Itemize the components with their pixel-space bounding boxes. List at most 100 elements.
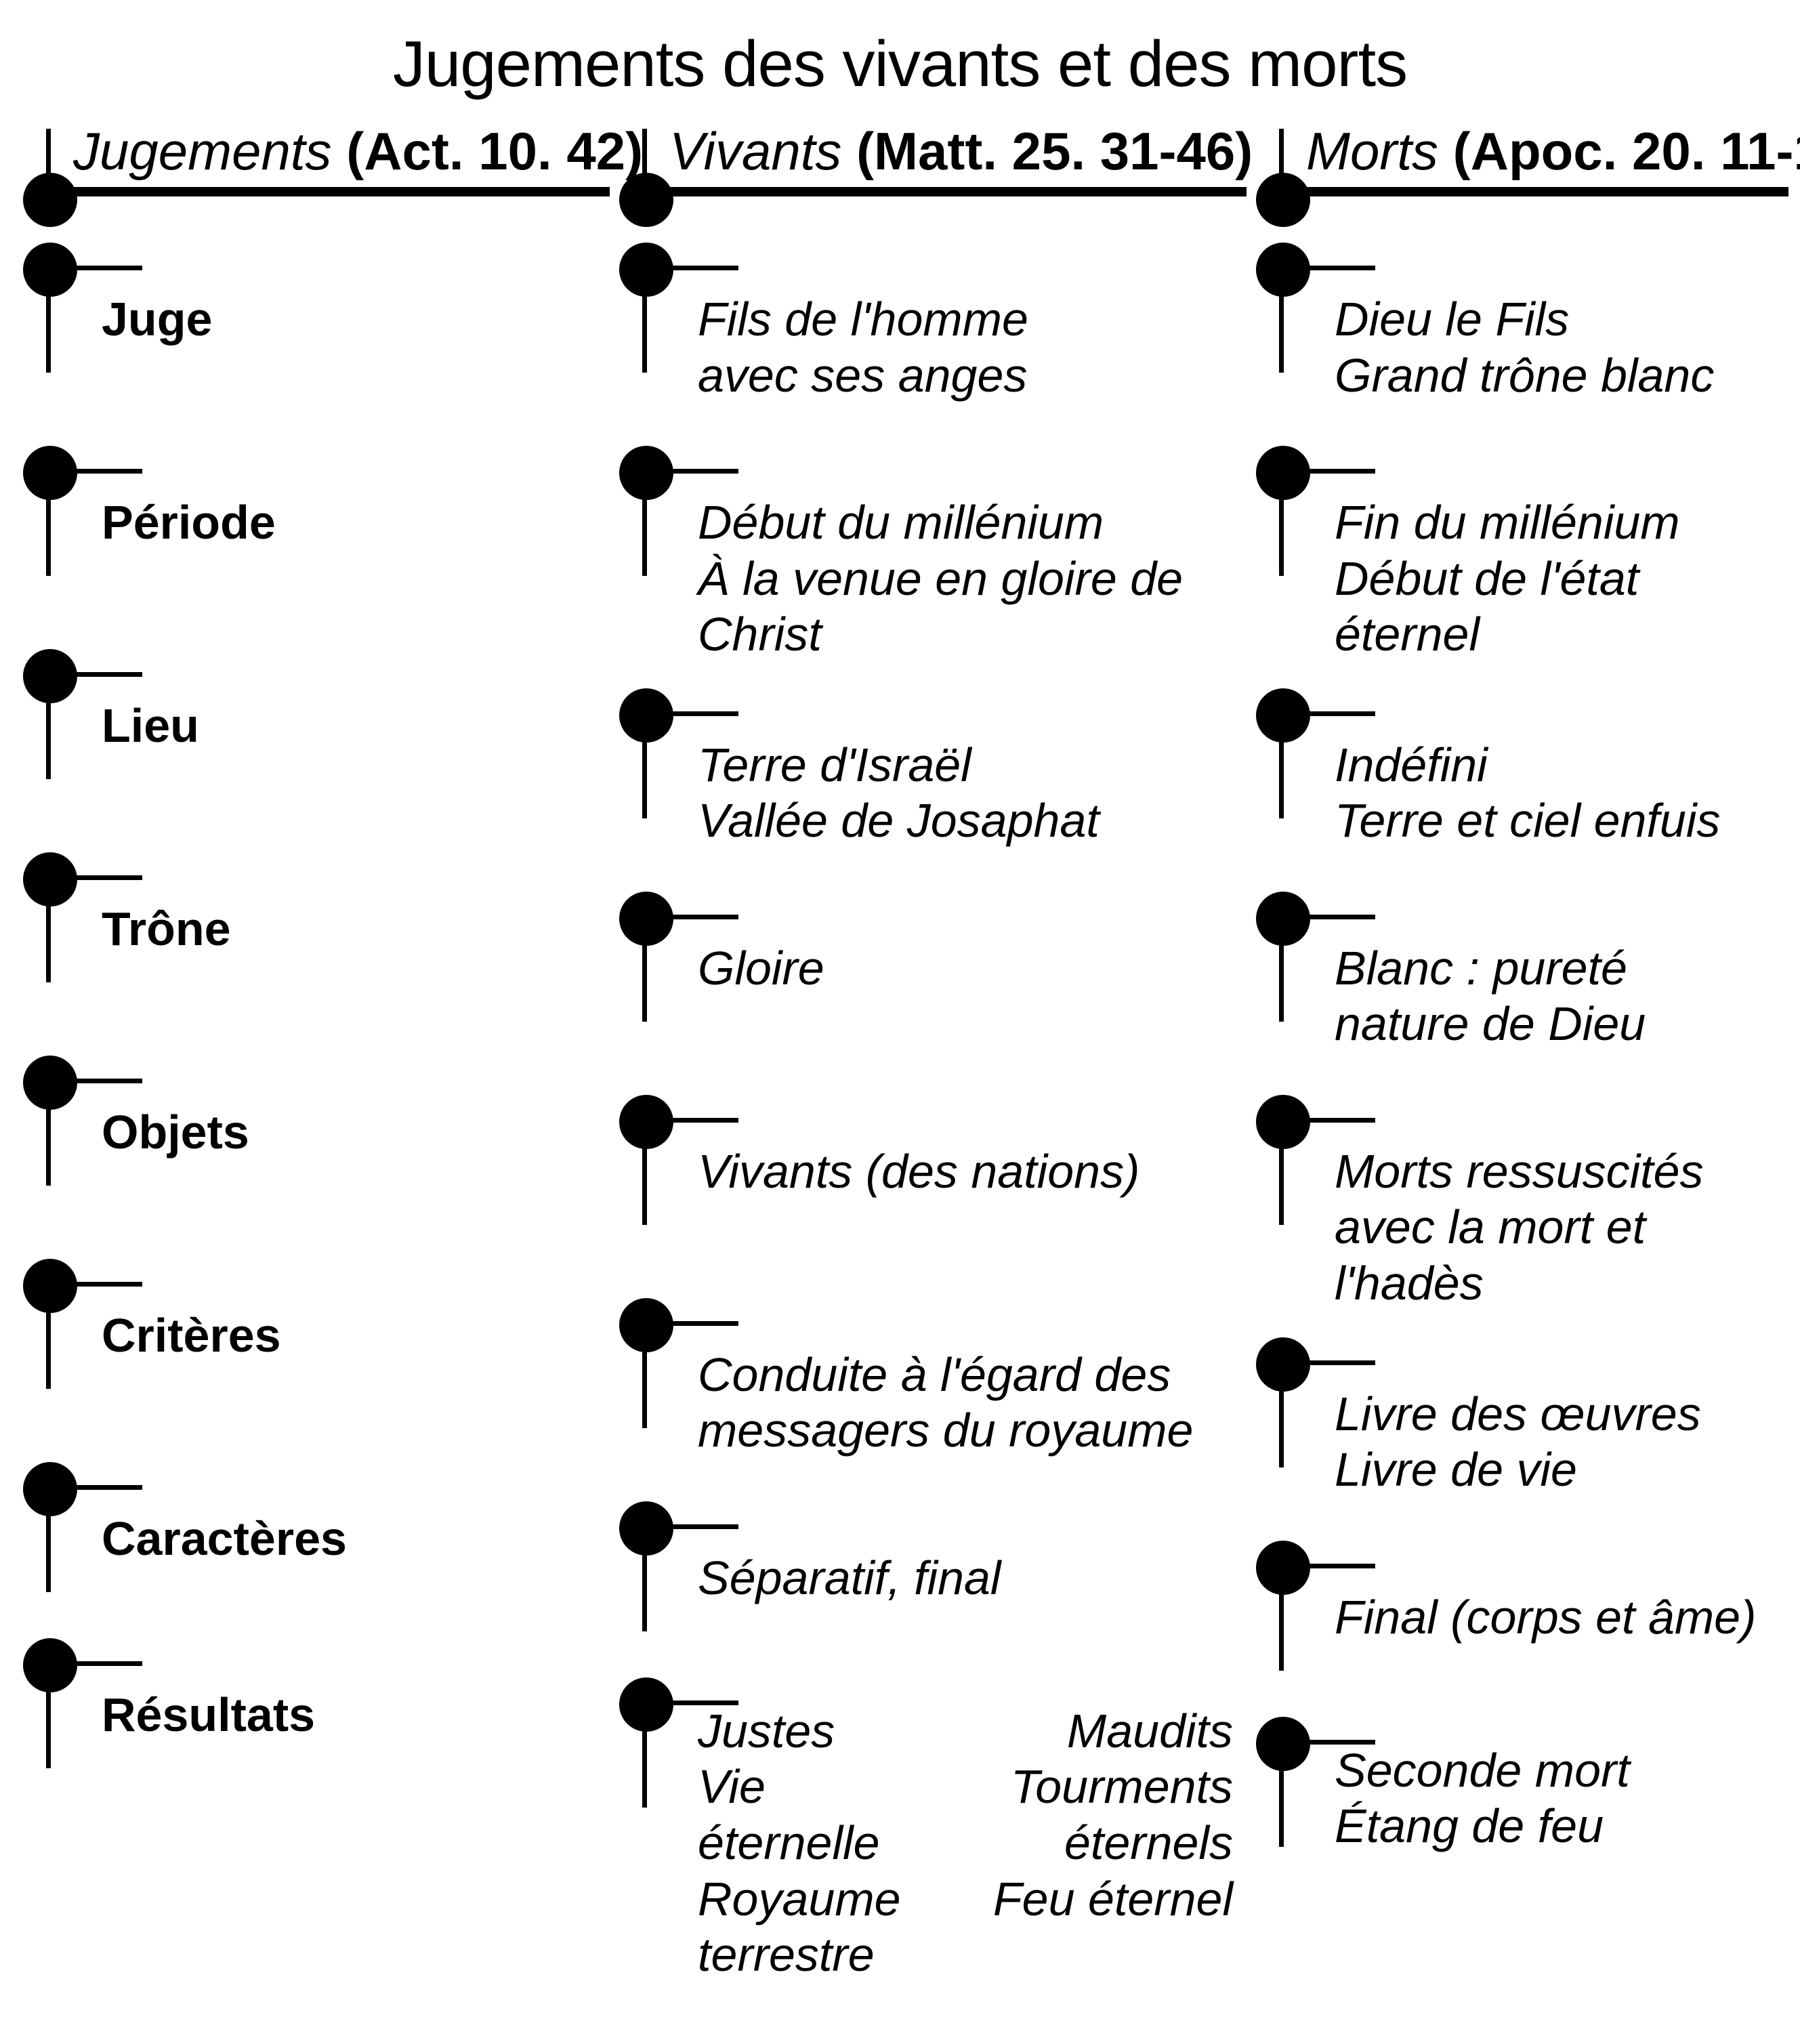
- header-hline: [642, 187, 1247, 196]
- node-text: Caractères: [102, 1450, 596, 1567]
- header-hline: [46, 187, 610, 196]
- value-line: Début de l'état éternel: [1335, 551, 1775, 663]
- node-hline: [1280, 711, 1375, 716]
- column-morts: Morts (Apoc. 20. 11-15) Dieu le FilsGran…: [1247, 122, 1788, 1990]
- node-hline: [1280, 1118, 1375, 1123]
- morts-caracteres: Final (corps et âme): [1247, 1522, 1788, 1698]
- value-line: Terre d'Israël: [698, 737, 1233, 793]
- node-text: Trône: [102, 840, 596, 957]
- node-vline: [1279, 1359, 1284, 1467]
- node-text: Séparatif, final: [698, 1489, 1233, 1606]
- node-hline: [1280, 1360, 1375, 1365]
- results-left: JustesVie éternelleRoyaume terrestre: [698, 1703, 952, 1983]
- label-resultats: Résultats: [14, 1619, 610, 1850]
- node-text: Gloire: [698, 879, 1233, 997]
- morts-objets: Morts ressuscitésavec la mort et l'hadès: [1247, 1076, 1788, 1318]
- node-text: Final (corps et âme): [1335, 1528, 1775, 1646]
- node-hline: [47, 1282, 142, 1287]
- node-hline: [644, 1701, 738, 1705]
- node-vline: [642, 913, 647, 1022]
- value-line: À la venue en gloire de Christ: [698, 551, 1233, 663]
- header-dot-icon: [1256, 173, 1310, 227]
- label-objets: Objets: [14, 1037, 610, 1240]
- header-ref: (Matt. 25. 31-46): [856, 121, 1253, 181]
- node-vline: [46, 1660, 51, 1768]
- node-text: Lieu: [102, 637, 596, 754]
- node-text: Morts ressuscitésavec la mort et l'hadès: [1335, 1083, 1775, 1312]
- node-hline: [644, 469, 738, 474]
- node-vline: [46, 1280, 51, 1389]
- morts-periode: Fin du milléniumDébut de l'état éternel: [1247, 427, 1788, 669]
- node-text: Seconde mortÉtang de feu: [1335, 1705, 1775, 1854]
- node-text: JustesVie éternelleRoyaume terrestreMaud…: [698, 1665, 1233, 1983]
- node-hline: [1280, 1740, 1375, 1745]
- node-vline: [46, 467, 51, 576]
- value-line: Terre et ciel enfuis: [1335, 793, 1775, 849]
- node-text: Fin du milléniumDébut de l'état éternel: [1335, 434, 1775, 663]
- value-line: Étang de feu: [1335, 1798, 1775, 1854]
- value-line: Royaume terrestre: [698, 1871, 952, 1983]
- results-right: MauditsTourments éternelsFeu éternel: [979, 1703, 1233, 1983]
- morts-criteres: Livre des œuvresLivre de vie: [1247, 1318, 1788, 1522]
- node-hline: [1280, 266, 1375, 270]
- label-caracteres: Caractères: [14, 1443, 610, 1619]
- value-line: Gloire: [698, 940, 1233, 997]
- value-line: Morts ressuscités: [1335, 1144, 1775, 1200]
- node-text: Juge: [102, 230, 596, 348]
- header-text-vivants: Vivants (Matt. 25. 31-46): [669, 122, 1247, 178]
- node-hline: [1280, 1564, 1375, 1568]
- node-text: IndéfiniTerre et ciel enfuis: [1335, 676, 1775, 849]
- node-hline: [47, 875, 142, 880]
- node-vline: [642, 1523, 647, 1631]
- header-text-jugements: Jugements (Act. 10. 42): [73, 122, 610, 178]
- node-vline: [46, 874, 51, 982]
- value-line: Grand trône blanc: [1335, 348, 1775, 404]
- node-hline: [644, 1118, 738, 1123]
- node-text: Terre d'IsraëlVallée de Josaphat: [698, 676, 1233, 849]
- node-text: Vivants (des nations): [698, 1083, 1233, 1200]
- header-ref: (Act. 10. 42): [346, 121, 643, 181]
- vivants-resultats: JustesVie éternelleRoyaume terrestreMaud…: [610, 1659, 1247, 1990]
- header-dot-icon: [23, 173, 77, 227]
- node-vline: [46, 671, 51, 779]
- vivants-criteres: Conduite à l'égard desmessagers du royau…: [610, 1279, 1247, 1482]
- node-hline: [644, 915, 738, 919]
- value-line: Fin du millénium: [1335, 495, 1775, 551]
- value-line: Séparatif, final: [698, 1550, 1233, 1606]
- node-hline: [47, 266, 142, 270]
- header-main: Morts: [1306, 121, 1438, 181]
- col-header-jugements: Jugements (Act. 10. 42): [14, 122, 610, 224]
- col-header-morts: Morts (Apoc. 20. 11-15): [1247, 122, 1788, 224]
- node-text: Critères: [102, 1247, 596, 1364]
- header-main: Vivants: [669, 121, 841, 181]
- morts-lieu: IndéfiniTerre et ciel enfuis: [1247, 669, 1788, 873]
- node-hline: [47, 469, 142, 474]
- node-vline: [46, 1484, 51, 1592]
- diagram-page: Jugements des vivants et des morts Jugem…: [0, 0, 1800, 2044]
- value-line: Fils de l'homme: [698, 291, 1233, 348]
- morts-juge: Dieu le FilsGrand trône blanc: [1247, 224, 1788, 427]
- node-hline: [644, 266, 738, 270]
- node-vline: [1279, 264, 1284, 373]
- label-criteres: Critères: [14, 1240, 610, 1443]
- node-vline: [642, 264, 647, 373]
- node-text: Objets: [102, 1043, 596, 1161]
- value-line: Maudits: [979, 1703, 1233, 1759]
- node-vline: [1279, 913, 1284, 1022]
- node-text: Résultats: [102, 1626, 596, 1743]
- node-vline: [46, 1077, 51, 1186]
- vivants-lieu: Terre d'IsraëlVallée de Josaphat: [610, 669, 1247, 873]
- node-hline: [47, 1661, 142, 1666]
- value-line: avec la mort et l'hadès: [1335, 1199, 1775, 1311]
- node-text: Conduite à l'égard desmessagers du royau…: [698, 1286, 1233, 1459]
- vivants-periode: Début du milléniumÀ la venue en gloire d…: [610, 427, 1247, 669]
- value-line: avec ses anges: [698, 348, 1233, 404]
- vivants-trone: Gloire: [610, 873, 1247, 1076]
- header-ref: (Apoc. 20. 11-15): [1453, 121, 1800, 181]
- node-vline: [642, 710, 647, 818]
- morts-resultats: Seconde mortÉtang de feu: [1247, 1698, 1788, 1928]
- node-text: Période: [102, 434, 596, 551]
- node-hline: [47, 672, 142, 677]
- node-hline: [1280, 915, 1375, 919]
- value-line: messagers du royaume: [698, 1402, 1233, 1459]
